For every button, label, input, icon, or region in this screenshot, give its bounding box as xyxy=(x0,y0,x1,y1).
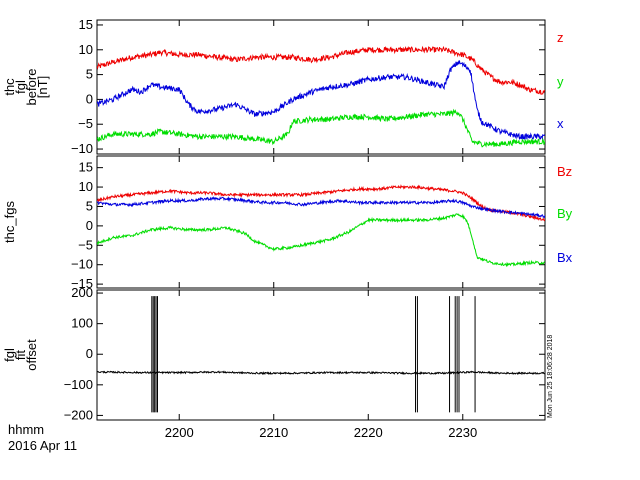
x-tick-label: 2200 xyxy=(165,425,194,440)
y-tick-label: 200 xyxy=(71,285,93,300)
series-line-x xyxy=(97,60,545,140)
y-tick-label: −200 xyxy=(64,407,93,422)
y-tick-label: 0 xyxy=(86,346,93,361)
series-line-y xyxy=(97,108,545,148)
series-line-Bz xyxy=(97,184,545,222)
y-tick-label: −100 xyxy=(64,377,93,392)
series-label: x xyxy=(557,116,564,131)
x-tick-label: 2230 xyxy=(448,425,477,440)
y-tick-label: −5 xyxy=(78,237,93,252)
y-tick-label: 5 xyxy=(86,67,93,82)
footer-date-label: 2016 Apr 11 xyxy=(8,438,77,453)
date-stamp: Mon Jun 25 18:06:28 2018 xyxy=(547,335,554,418)
y-axis-label: thc xyxy=(2,78,17,96)
y-tick-label: −10 xyxy=(71,141,93,156)
y-tick-label: −15 xyxy=(71,276,93,291)
panel-2: −15 −10 −5 0 5 10 15 thc_fgs Bz By Bx xyxy=(2,155,573,291)
panel-frame xyxy=(96,289,546,421)
series-line-z xyxy=(97,45,545,95)
panel-frame xyxy=(96,155,546,289)
series-line-offset xyxy=(97,370,545,376)
y-tick-label: 15 xyxy=(79,17,93,32)
y-tick-label: 5 xyxy=(86,198,93,213)
series-label: y xyxy=(557,74,564,89)
y-tick-label: 0 xyxy=(86,218,93,233)
y-axis-label: fgl xyxy=(2,348,17,362)
y-tick-label: 15 xyxy=(79,160,93,175)
footer-unit-label: hhmm xyxy=(8,422,44,437)
series-line-By xyxy=(97,213,545,268)
series-line-Bx xyxy=(97,195,545,219)
y-axis-label: before xyxy=(24,69,39,106)
series-label: z xyxy=(557,30,564,45)
x-tick-label: 2220 xyxy=(354,425,383,440)
series-label: Bz xyxy=(557,164,572,179)
series-label: By xyxy=(557,206,573,221)
y-tick-label: 100 xyxy=(71,316,93,331)
y-tick-label: 10 xyxy=(79,42,93,57)
y-axis-label: fit xyxy=(13,350,28,361)
y-axis-label: thc_fgs xyxy=(2,201,17,243)
x-tick-label: 2210 xyxy=(259,425,288,440)
panel-frame xyxy=(96,19,546,155)
y-tick-label: −10 xyxy=(71,257,93,272)
y-axis-label: offset xyxy=(24,339,39,371)
y-axis-label: [nT] xyxy=(35,76,50,98)
series-label: Bx xyxy=(557,250,573,265)
y-axis-label: fgl xyxy=(13,80,28,94)
y-tick-label: 10 xyxy=(79,179,93,194)
y-tick-label: −5 xyxy=(78,116,93,131)
y-tick-label: 0 xyxy=(86,91,93,106)
